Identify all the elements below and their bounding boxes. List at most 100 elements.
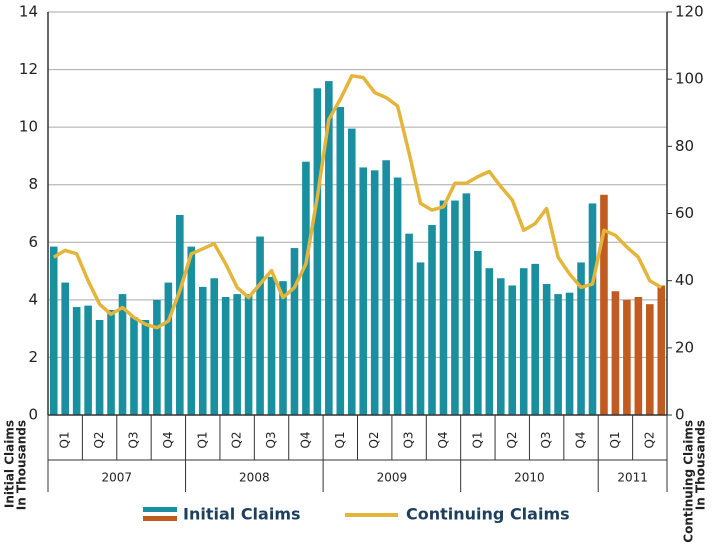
bar xyxy=(256,236,264,415)
year-label: 2009 xyxy=(377,471,408,485)
quarter-label: Q1 xyxy=(195,431,209,448)
bar xyxy=(313,88,322,416)
bar xyxy=(221,296,230,415)
quarter-label: Q4 xyxy=(161,431,175,448)
y-tick-label: 12 xyxy=(19,60,38,78)
legend-swatch xyxy=(143,507,177,512)
bar xyxy=(508,285,517,415)
y2-tick-label: 120 xyxy=(675,3,704,21)
legend-label: Continuing Claims xyxy=(406,505,570,524)
year-label: 2008 xyxy=(239,471,270,485)
y2-tick-label: 0 xyxy=(675,406,685,424)
quarter-label: Q3 xyxy=(126,431,140,448)
bar xyxy=(496,278,505,415)
bar xyxy=(542,284,551,415)
y2-tick-label: 100 xyxy=(675,70,704,88)
bar xyxy=(382,160,390,415)
bar xyxy=(141,320,150,415)
bar xyxy=(153,299,161,415)
bar xyxy=(325,81,333,415)
quarter-label: Q1 xyxy=(608,431,622,448)
bar xyxy=(370,170,379,415)
quarter-label: Q2 xyxy=(505,431,519,448)
y2-axis-label: In Thousands xyxy=(694,420,708,510)
y-tick-label: 2 xyxy=(28,348,38,366)
bar xyxy=(405,233,413,415)
bar xyxy=(198,286,207,415)
bar xyxy=(416,262,425,415)
line xyxy=(52,74,663,330)
year-label: 2010 xyxy=(514,471,545,485)
bar xyxy=(347,128,356,415)
y-tick-label: 8 xyxy=(28,175,38,193)
y2-tick-label: 60 xyxy=(675,204,694,222)
quarter-label: Q1 xyxy=(333,431,347,448)
bar xyxy=(233,294,241,415)
legend-swatch xyxy=(143,516,177,521)
quarter-label: Q3 xyxy=(264,431,278,448)
y-tick-label: 10 xyxy=(19,118,38,136)
bar xyxy=(485,268,494,415)
y-tick-label: 14 xyxy=(19,3,38,21)
bar xyxy=(577,262,585,415)
bar xyxy=(474,250,482,415)
bar xyxy=(611,291,620,415)
bar xyxy=(588,203,597,415)
bar xyxy=(279,281,287,415)
bar xyxy=(359,167,368,415)
y2-axis-label: Continuing Claims xyxy=(682,420,696,543)
bar xyxy=(565,292,574,415)
y-tick-label: 0 xyxy=(28,406,38,424)
bar xyxy=(107,309,115,415)
bar xyxy=(49,246,58,415)
bar xyxy=(302,161,310,415)
bar xyxy=(187,246,196,415)
bar xyxy=(393,177,402,415)
bar xyxy=(600,194,608,415)
bar xyxy=(210,278,219,415)
quarter-label: Q4 xyxy=(436,431,450,448)
quarter-label: Q3 xyxy=(539,431,553,448)
quarter-label: Q3 xyxy=(402,431,416,448)
bar xyxy=(428,225,436,415)
bar xyxy=(72,307,81,415)
y2-tick-label: 40 xyxy=(675,271,694,289)
quarter-label: Q1 xyxy=(470,431,484,448)
quarter-label: Q2 xyxy=(92,431,106,448)
bar xyxy=(646,304,654,415)
quarter-label: Q4 xyxy=(298,431,312,448)
bar xyxy=(118,294,127,415)
bar xyxy=(61,282,69,415)
y-axis-label: Initial Claims xyxy=(3,420,17,508)
bar xyxy=(462,193,471,415)
year-label: 2007 xyxy=(102,471,133,485)
bar xyxy=(164,282,173,415)
bar xyxy=(290,248,299,415)
y-axis-label: In Thousands xyxy=(15,420,29,510)
bar xyxy=(634,296,643,415)
quarter-label: Q2 xyxy=(367,431,381,448)
bar xyxy=(336,106,345,415)
bar xyxy=(623,299,631,415)
bar xyxy=(267,276,276,415)
bar xyxy=(130,317,138,415)
quarter-label: Q2 xyxy=(230,431,244,448)
y2-tick-label: 80 xyxy=(675,137,694,155)
bar xyxy=(84,305,92,415)
y-tick-label: 6 xyxy=(28,233,38,251)
bar xyxy=(519,268,528,415)
y-tick-label: 4 xyxy=(28,290,38,308)
quarter-label: Q2 xyxy=(642,431,656,448)
quarter-label: Q1 xyxy=(58,431,72,448)
bar xyxy=(451,200,459,415)
bar xyxy=(244,294,253,415)
bar xyxy=(95,320,104,415)
bar xyxy=(176,214,184,415)
y2-tick-label: 20 xyxy=(675,338,694,356)
bar xyxy=(439,200,448,415)
bar xyxy=(657,285,666,415)
year-label: 2011 xyxy=(617,471,648,485)
bar xyxy=(531,263,539,415)
quarter-label: Q4 xyxy=(574,431,588,448)
